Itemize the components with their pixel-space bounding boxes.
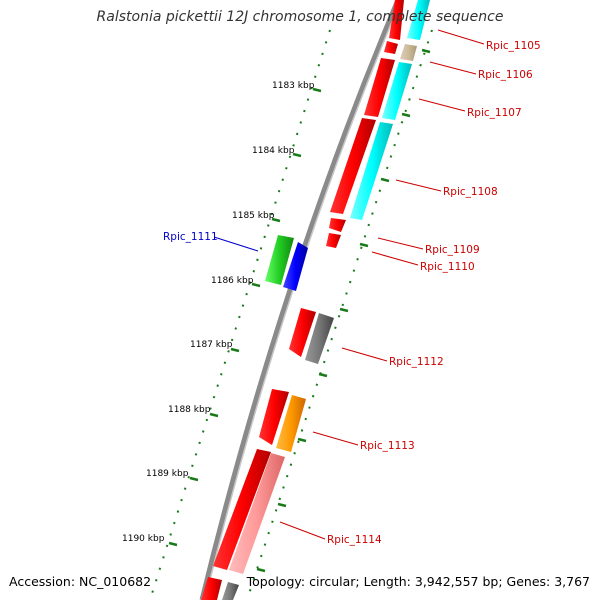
gene-label-rpic-1108[interactable]: Rpic_1108 — [443, 186, 498, 198]
gene-feature — [259, 389, 289, 445]
kbp-label: 1190 kbp — [122, 534, 165, 544]
inner-ticks — [256, 48, 431, 573]
gene-feature-rpic-1111-blue — [283, 242, 308, 291]
gene-label-rpic-1114[interactable]: Rpic_1114 — [327, 534, 382, 546]
kbp-label: 1186 kbp — [211, 276, 254, 286]
gene-feature — [384, 41, 398, 54]
kbp-label: 1188 kbp — [168, 405, 211, 415]
gene-label-rpic-1113[interactable]: Rpic_1113 — [360, 440, 415, 452]
kbp-label: 1184 kbp — [252, 146, 295, 156]
gene-label-rpic-1110[interactable]: Rpic_1110 — [420, 261, 475, 273]
gene-feature — [364, 58, 395, 117]
gene-feature — [201, 577, 222, 600]
gene-feature-rpic-1105 — [407, 0, 430, 40]
map-title: Ralstonia pickettii 12J chromosome 1, co… — [96, 9, 504, 25]
gene-label-rpic-1106[interactable]: Rpic_1106 — [478, 69, 533, 81]
gene-feature — [289, 308, 316, 357]
gene-feature — [222, 582, 239, 600]
gene-feature — [330, 118, 376, 214]
gene-feature-rpic-1108 — [350, 122, 393, 220]
gene-label-rpic-1111[interactable]: Rpic_1111 — [163, 231, 218, 243]
gene-feature-rpic-1107 — [382, 62, 412, 120]
topology-text: Topology: circular; Length: 3,942,557 bp… — [246, 574, 590, 589]
chromosome-backbone — [199, 0, 401, 600]
kbp-label: 1183 kbp — [272, 81, 315, 91]
gene-label-rpic-1105[interactable]: Rpic_1105 — [486, 40, 541, 52]
gene-feature — [329, 218, 346, 232]
gene-feature-rpic-1112 — [305, 313, 334, 364]
gene-label-rpic-1109[interactable]: Rpic_1109 — [425, 244, 480, 256]
gene-feature-rpic-1114 — [229, 453, 285, 574]
kbp-ticks — [168, 87, 322, 547]
gene-feature — [213, 449, 271, 570]
gene-feature-rpic-1113 — [276, 395, 306, 452]
kbp-label: 1189 kbp — [146, 469, 189, 479]
leader-lines — [213, 29, 485, 540]
kbp-label: 1185 kbp — [232, 211, 275, 221]
gene-feature-rpic-1111-green — [265, 235, 294, 285]
gene-feature — [326, 233, 341, 248]
kbp-label: 1187 kbp — [190, 340, 233, 350]
accession-text: Accession: NC_010682 — [9, 574, 152, 589]
gene-feature-rpic-1106 — [400, 44, 417, 61]
gene-label-rpic-1107[interactable]: Rpic_1107 — [467, 107, 522, 119]
gene-feature — [389, 0, 404, 40]
gene-label-rpic-1112[interactable]: Rpic_1112 — [389, 356, 444, 368]
gene-track-red — [201, 0, 404, 600]
